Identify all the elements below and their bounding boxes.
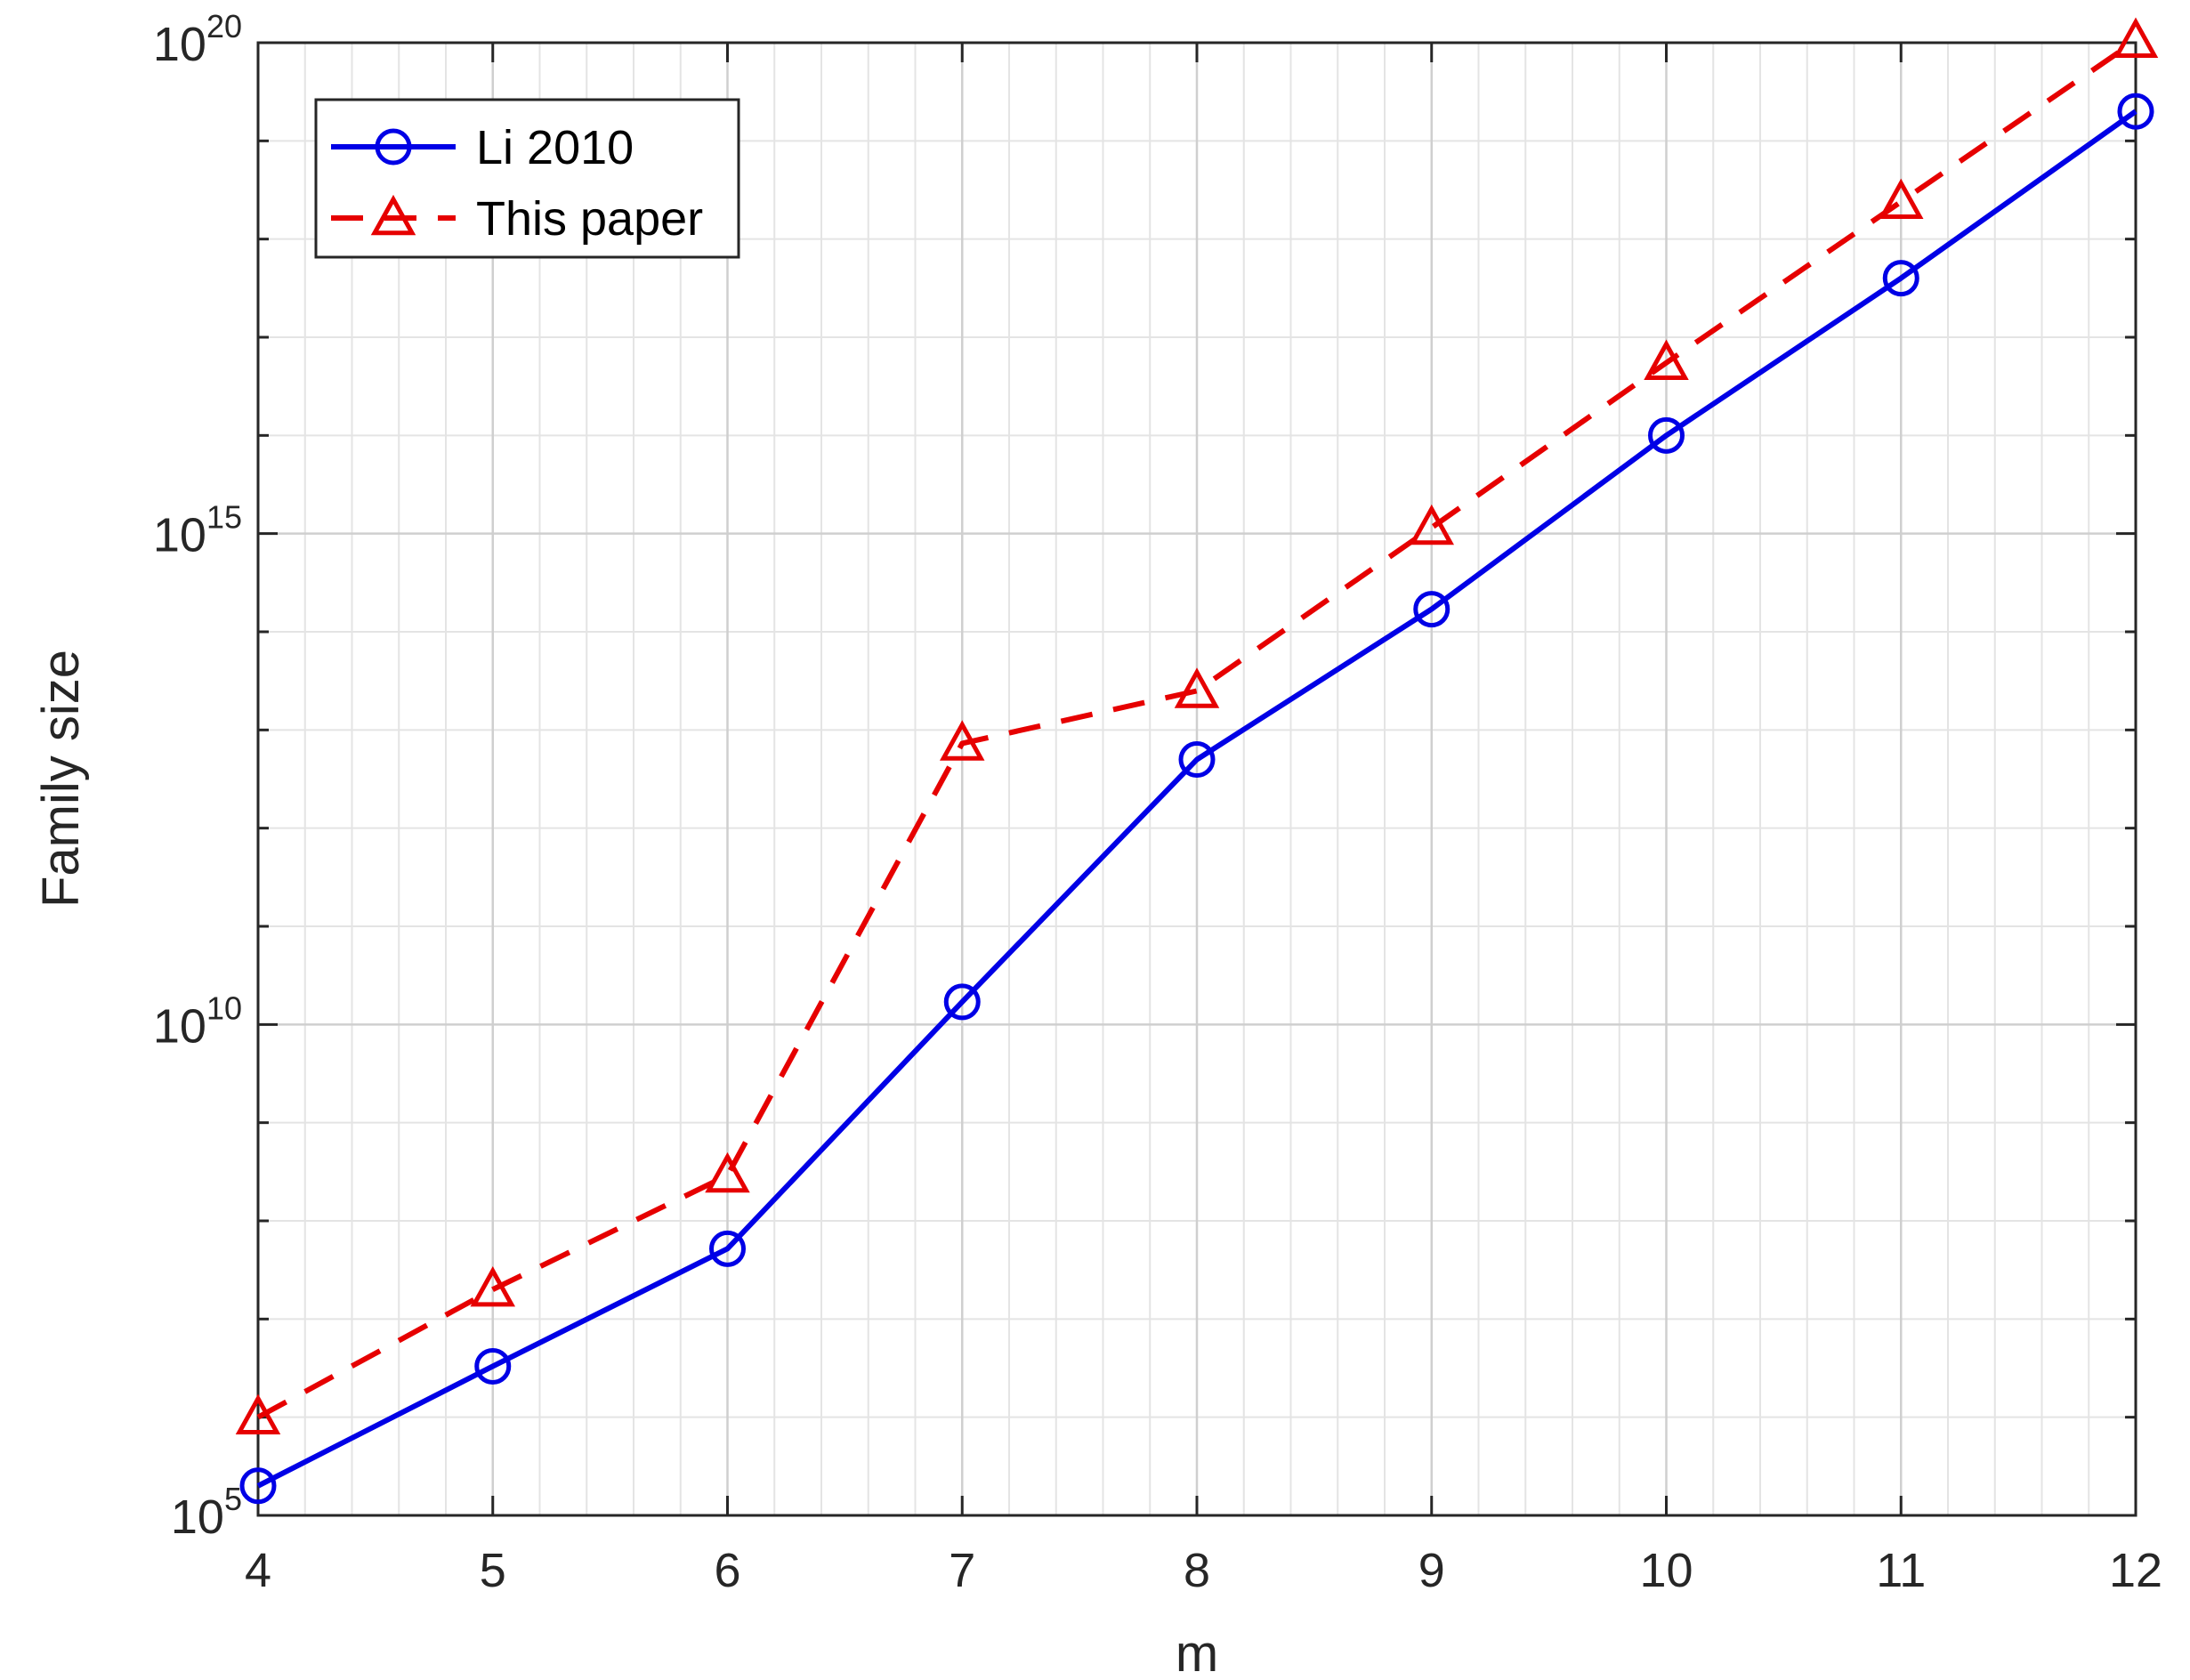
data-point xyxy=(474,1347,512,1385)
legend: Li 2010 This paper xyxy=(314,98,740,259)
series-1 xyxy=(239,93,2154,1505)
legend-marker xyxy=(370,194,416,236)
y-axis-label: Family size xyxy=(32,650,90,908)
data-point xyxy=(1879,178,1924,220)
data-point xyxy=(2113,17,2159,58)
legend-label: This paper xyxy=(476,192,703,246)
data-point xyxy=(709,1230,746,1267)
tick-marks xyxy=(256,41,2137,1517)
data-point xyxy=(1409,504,1454,545)
legend-entry: Li 2010 xyxy=(331,121,634,174)
data-point xyxy=(2117,93,2154,130)
legend-marker xyxy=(375,128,412,166)
legend-entry: This paper xyxy=(331,192,703,246)
x-tick-label: 5 xyxy=(480,1544,506,1597)
x-tick-label: 8 xyxy=(1184,1544,1210,1597)
series-2 xyxy=(235,17,2159,1434)
data-point xyxy=(1413,591,1451,628)
x-axis-label: m xyxy=(1176,1625,1218,1680)
data-point xyxy=(235,1393,281,1434)
x-tick-labels: 4 5 6 7 8 9 10 11 12 xyxy=(245,1544,2162,1597)
y-tick-labels: 105 1010 1015 1020 xyxy=(153,8,242,1544)
x-tick-label: 4 xyxy=(245,1544,271,1597)
data-point xyxy=(1178,741,1216,779)
y-tick-label: 1010 xyxy=(153,989,242,1053)
data-point xyxy=(1648,416,1685,454)
x-tick-label: 7 xyxy=(949,1544,975,1597)
x-tick-label: 11 xyxy=(1876,1544,1926,1597)
x-tick-label: 6 xyxy=(714,1544,740,1597)
y-tick-label: 1020 xyxy=(153,8,242,71)
data-point xyxy=(705,1151,750,1193)
data-point xyxy=(1644,339,1689,380)
x-tick-label: 10 xyxy=(1639,1544,1693,1597)
x-tick-label: 9 xyxy=(1418,1544,1445,1597)
data-point xyxy=(940,720,985,761)
data-point xyxy=(943,983,981,1021)
y-tick-label: 1015 xyxy=(153,499,242,562)
x-tick-label: 12 xyxy=(2109,1544,2162,1597)
data-point xyxy=(239,1467,277,1505)
data-point xyxy=(1174,667,1220,708)
data-point xyxy=(1882,260,1919,297)
y-tick-label: 105 xyxy=(171,1481,242,1544)
legend-label: Li 2010 xyxy=(476,121,634,174)
series-line xyxy=(256,109,2137,1489)
data-point xyxy=(470,1265,515,1307)
series-layer xyxy=(235,17,2159,1505)
